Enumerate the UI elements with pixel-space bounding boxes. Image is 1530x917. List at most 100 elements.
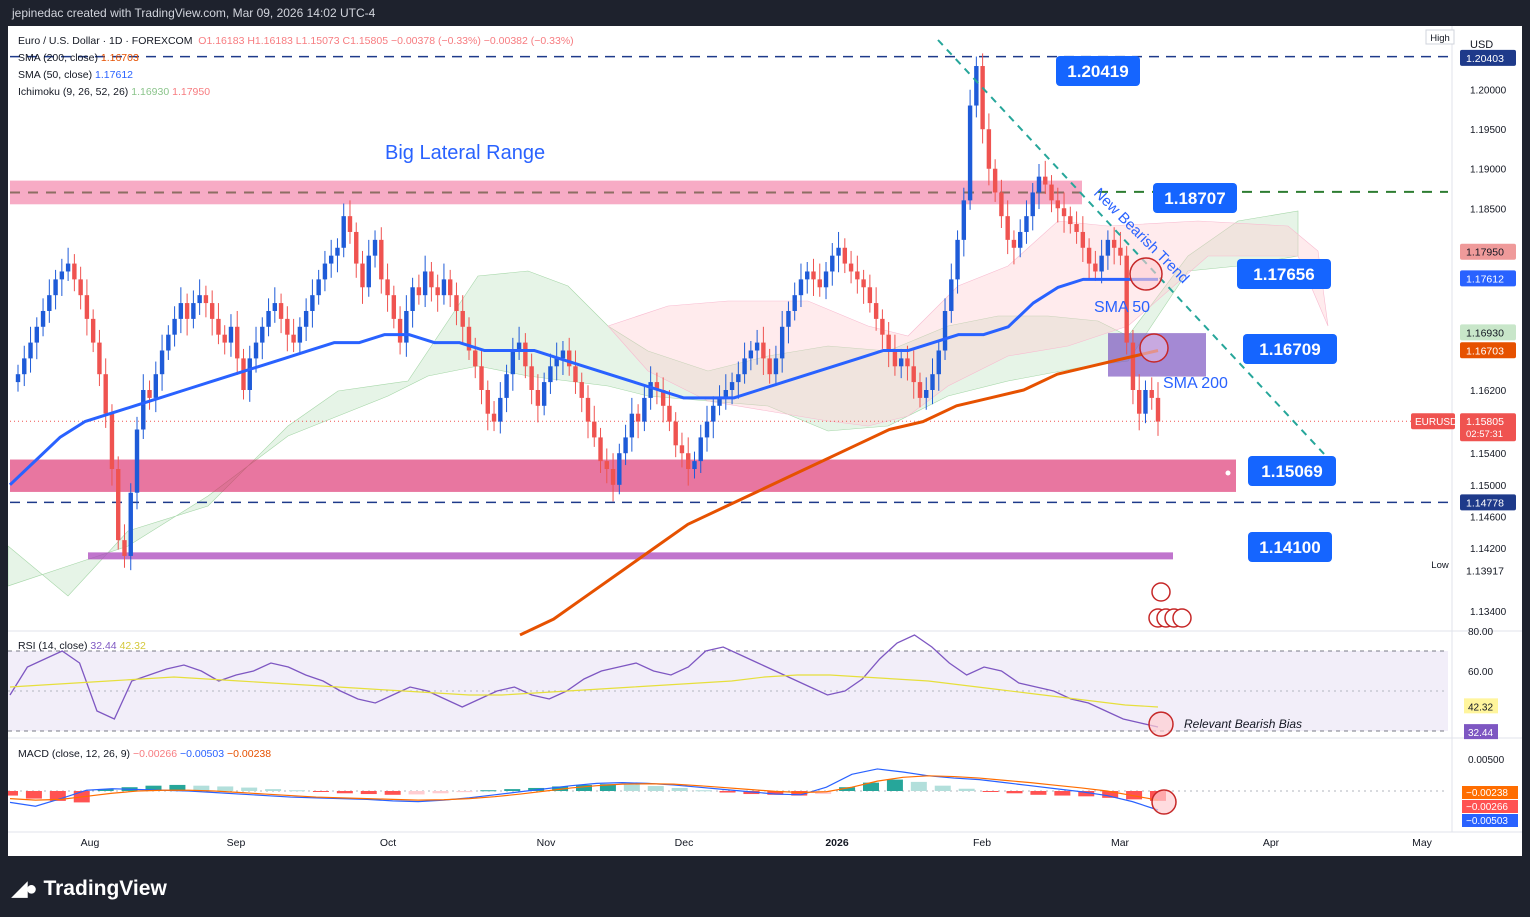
candle-body	[197, 295, 202, 304]
sma50-price-tag	[1460, 270, 1516, 287]
candle-body	[322, 263, 328, 280]
chart-frame[interactable]: Big Lateral Range New Bearish Trend SMA 50…	[8, 26, 1522, 856]
candle-body	[97, 342, 102, 375]
ichimoku-legend-label: Ichimoku (9, 26, 52, 26)	[18, 86, 129, 98]
macd-histogram-bar	[145, 785, 162, 791]
candle-body	[560, 350, 566, 359]
candle-body	[266, 310, 271, 327]
candle-body	[660, 389, 666, 406]
candle-body	[610, 469, 616, 485]
ichimoku-cloud-bearish	[607, 220, 1329, 427]
candle-body	[303, 310, 309, 327]
candle-body	[1043, 176, 1048, 185]
candle-body	[667, 405, 672, 422]
candle-body	[1099, 255, 1104, 272]
candle-body	[792, 295, 797, 311]
candle-body	[786, 310, 791, 327]
candle-body	[567, 350, 572, 367]
candle-body	[1074, 224, 1079, 232]
macd-histogram-bar	[695, 790, 712, 792]
candle-body	[260, 326, 265, 343]
candle-body	[642, 397, 647, 422]
candle-body	[936, 350, 941, 375]
candle-body	[541, 382, 547, 406]
candle-body	[823, 271, 829, 288]
macd-histogram-bar	[886, 779, 903, 791]
candle-body	[272, 303, 278, 311]
candle-body	[159, 350, 165, 375]
tradingview-footer[interactable]: ◢● TradingView	[12, 876, 167, 901]
candle-body	[999, 192, 1004, 217]
candle-body	[147, 389, 152, 398]
candle-body	[454, 295, 459, 311]
candle-body	[767, 358, 772, 375]
candle-body	[498, 397, 503, 422]
sma200-legend-value: 1.16703	[100, 52, 139, 64]
level-callout-118707	[1153, 183, 1237, 213]
time-axis-tick: May	[1412, 837, 1433, 849]
price-axis-tick: 1.15000	[1470, 481, 1507, 492]
price-axis-tick: 1.16200	[1470, 386, 1507, 397]
candle-body	[78, 279, 83, 296]
candle-body	[410, 287, 415, 311]
candle-body	[855, 271, 860, 280]
macd-histogram-bar	[25, 791, 42, 799]
candle-body	[861, 279, 866, 288]
candle-body	[1137, 389, 1142, 414]
resistance-zone	[10, 180, 1082, 205]
macd-histogram-bar	[456, 791, 473, 793]
sma50-legend-value: 1.17612	[95, 69, 134, 81]
candle-body	[529, 366, 534, 390]
candle-body	[955, 239, 960, 280]
macd-hist-tag-text: −0.00266	[1466, 802, 1508, 813]
sma50-note: SMA 50	[1094, 299, 1150, 316]
candle-body	[798, 279, 804, 296]
sma200-legend-label: SMA (200, close)	[18, 52, 98, 64]
macd-histogram-bar	[576, 784, 592, 791]
high-price-tag-text: 1.20403	[1466, 53, 1504, 65]
candle-body	[535, 389, 541, 406]
rsi-value-tag	[1464, 724, 1498, 740]
candle-body	[892, 350, 898, 367]
macd-legend[interactable]: MACD (close, 12, 26, 9) −0.00266 −0.0050…	[18, 748, 271, 760]
candle-body	[880, 318, 885, 335]
symbol-legend[interactable]: Euro / U.S. Dollar · 1D · FOREXCOM O1.16…	[18, 35, 574, 47]
candle-body	[247, 358, 252, 390]
candle-body	[598, 437, 603, 462]
candle-body	[510, 350, 516, 375]
level-callout-text: 1.20419	[1067, 62, 1128, 81]
candle-body	[516, 342, 522, 351]
candle-body	[178, 303, 184, 319]
candle-body	[905, 358, 910, 367]
rsi-ma-tag	[1464, 698, 1498, 714]
macd-histogram-bar	[934, 785, 951, 791]
candle-body	[479, 366, 484, 390]
candle-body	[166, 334, 171, 351]
sma200-legend[interactable]: SMA (200, close) 1.16703	[18, 52, 139, 64]
rsi-legend[interactable]: RSI (14, close) 32.44 42.32	[18, 640, 146, 652]
macd-line	[9, 768, 1159, 811]
candle-body	[235, 326, 240, 359]
macd-histogram-bar	[8, 791, 18, 796]
support-zone	[10, 459, 1236, 492]
sma200-touch-circle	[1139, 333, 1169, 363]
rsi-legend-ma: 42.32	[119, 640, 146, 652]
ichimoku-legend[interactable]: Ichimoku (9, 26, 52, 26) 1.16930 1.17950	[18, 86, 210, 98]
candle-body	[1105, 239, 1111, 256]
ichimoku-legend-b: 1.17950	[172, 86, 211, 98]
candle-body	[992, 168, 998, 193]
macd-histogram-bar	[312, 791, 329, 792]
candle-body	[216, 318, 221, 335]
candle-body	[773, 358, 779, 375]
candle-body	[310, 295, 315, 311]
candle-body	[354, 231, 359, 264]
level-callout-114100	[1248, 532, 1332, 562]
candle-body	[1080, 231, 1086, 248]
sma50-legend[interactable]: SMA (50, close) 1.17612	[18, 69, 133, 81]
candle-body	[404, 310, 409, 343]
range-title: Big Lateral Range	[385, 142, 545, 164]
macd-signal-line	[9, 775, 1159, 801]
symbol-title: Euro / U.S. Dollar · 1D · FOREXCOM	[18, 35, 193, 47]
macd-histogram-bar	[1054, 791, 1071, 796]
